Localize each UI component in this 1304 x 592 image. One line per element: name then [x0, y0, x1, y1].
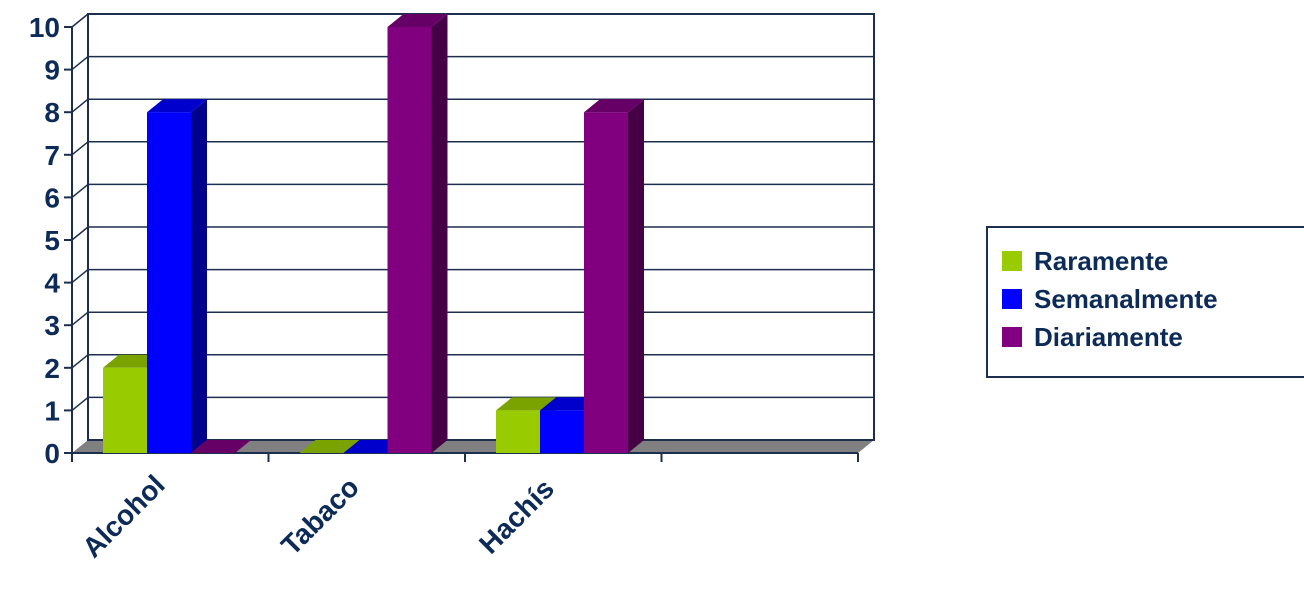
bar-semanalmente: [540, 397, 600, 453]
bar-top: [299, 440, 360, 453]
bar-front: [147, 112, 191, 453]
y-tick-label: 6: [44, 182, 60, 213]
y-tick-label: 5: [44, 225, 60, 256]
y-tick-label: 2: [44, 353, 60, 384]
bar-front: [540, 410, 584, 453]
legend-label: Raramente: [1034, 245, 1169, 276]
y-tick-label: 1: [44, 395, 60, 426]
bars: [103, 14, 644, 453]
plot-wall: [87, 13, 875, 441]
legend-item: Raramente: [1002, 246, 1168, 276]
bar-front: [496, 410, 540, 453]
legend-swatch: [1002, 327, 1022, 347]
gridline-connector: [71, 226, 89, 241]
bar-top: [584, 99, 644, 113]
legend-item: Diariamente: [1002, 322, 1183, 352]
y-tick-label: 9: [44, 55, 60, 86]
gridline-connector: [71, 354, 89, 369]
gridline-connector: [71, 311, 89, 326]
bar-front: [103, 367, 147, 453]
gridline-connector: [71, 183, 89, 198]
y-axis-ticks: 0 1 2 3 4 5 6 7 8 9 10: [29, 12, 859, 469]
bar-top: [191, 440, 251, 453]
y-tick-label: 3: [44, 310, 60, 341]
y-tick-label: 7: [44, 140, 60, 171]
chart-floor: [72, 440, 874, 453]
bar-semanalmente: [147, 99, 207, 453]
x-category-label: Hachís: [473, 473, 560, 560]
y-tick-label: 10: [29, 12, 60, 43]
gridline-connector: [71, 13, 89, 28]
bar-diariamente: [387, 14, 448, 453]
legend: Raramente Semanalmente Diariamente: [986, 226, 1304, 378]
legend-label: Diariamente: [1034, 321, 1183, 352]
x-axis-labels: Alcohol Tabaco Hachís: [76, 469, 560, 564]
legend-swatch: [1002, 251, 1022, 271]
legend-swatch: [1002, 289, 1022, 309]
x-category-label: Alcohol: [76, 469, 171, 564]
legend-item: Semanalmente: [1002, 284, 1218, 314]
gridline-connector: [71, 396, 89, 411]
gridline-connector: [71, 141, 89, 156]
y-tick-label: 4: [44, 268, 60, 299]
bar-side: [191, 99, 207, 453]
y-tick-label: 0: [44, 438, 60, 469]
bar-top: [387, 14, 448, 27]
gridline-connector: [71, 98, 89, 113]
bar-front: [584, 112, 628, 453]
bar-diariamente: [584, 99, 644, 453]
bar-side: [628, 99, 644, 453]
bar-top: [147, 99, 207, 113]
bar-side: [431, 14, 448, 453]
legend-label: Semanalmente: [1034, 283, 1218, 314]
bar-chart: 0 1 2 3 4 5 6 7 8 9 10 Alcohol Tabaco Hachís: [29, 12, 875, 564]
bar-front: [387, 27, 432, 453]
gridline-connector: [71, 269, 89, 284]
bar-top: [496, 397, 556, 411]
x-category-label: Tabaco: [275, 471, 365, 561]
y-tick-label: 8: [44, 97, 60, 128]
bar-diariamente: [191, 440, 251, 453]
gridline-connector: [71, 56, 89, 71]
bar-raramente: [299, 440, 360, 453]
